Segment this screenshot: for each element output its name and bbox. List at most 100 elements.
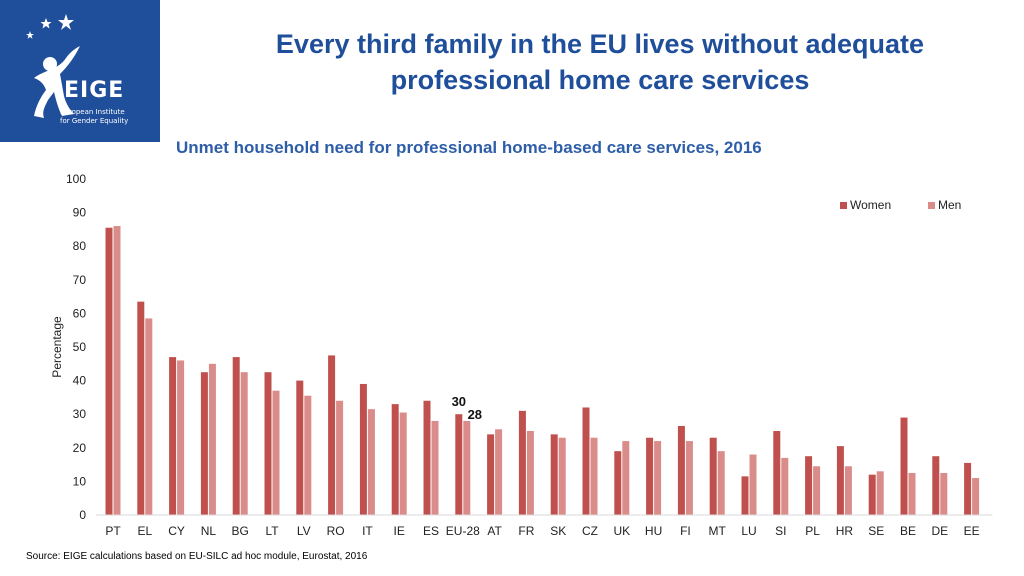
bar-men-be: [908, 473, 916, 515]
y-tick-label: 90: [73, 206, 87, 220]
x-tick-label: RO: [327, 524, 345, 538]
y-tick-label: 30: [73, 407, 87, 421]
x-tick-label: ES: [423, 524, 439, 538]
x-tick-label: LV: [297, 524, 311, 538]
x-tick-label: FI: [680, 524, 691, 538]
bar-women-lv: [296, 380, 304, 515]
x-tick-label: IT: [362, 524, 373, 538]
x-tick-label: CY: [168, 524, 185, 538]
bar-men-bg: [240, 372, 248, 515]
bar-men-fi: [685, 441, 693, 515]
bar-men-de: [940, 473, 948, 515]
bar-women-hr: [836, 446, 844, 515]
x-tick-label: FR: [518, 524, 534, 538]
legend-label-women: Women: [850, 198, 891, 212]
bar-women-ie: [391, 404, 399, 515]
x-tick-label: IE: [394, 524, 405, 538]
bar-men-pt: [113, 226, 121, 515]
bar-men-lu: [749, 454, 757, 515]
page-title: Every third family in the EU lives witho…: [180, 26, 1020, 98]
y-tick-label: 70: [73, 273, 87, 287]
bar-women-cy: [169, 357, 177, 515]
bar-men-nl: [208, 363, 216, 515]
bar-women-be: [900, 417, 908, 515]
bar-men-uk: [622, 441, 630, 515]
y-tick-label: 60: [73, 306, 87, 320]
bar-women-uk: [614, 451, 622, 515]
bar-men-hr: [844, 466, 852, 515]
chart-title: Unmet household need for professional ho…: [176, 138, 762, 157]
bar-women-ro: [328, 355, 336, 515]
data-label: 28: [468, 407, 482, 422]
bar-women-ee: [964, 462, 972, 515]
x-tick-label: UK: [613, 524, 630, 538]
bar-men-cz: [590, 437, 598, 515]
x-tick-label: LT: [265, 524, 279, 538]
page-title-line-2: professional home care services: [390, 65, 810, 95]
bar-men-at: [495, 429, 503, 515]
x-tick-label: DE: [931, 524, 948, 538]
x-tick-label: AT: [487, 524, 502, 538]
bar-women-hu: [646, 437, 654, 515]
bar-men-mt: [717, 451, 725, 515]
bar-women-bg: [232, 357, 240, 515]
bar-women-cz: [582, 407, 590, 515]
bar-men-hu: [654, 441, 662, 515]
bar-men-ee: [972, 478, 980, 515]
bar-men-lv: [304, 395, 312, 515]
bar-women-se: [868, 474, 876, 515]
bar-women-pt: [105, 227, 113, 515]
bar-women-at: [487, 434, 495, 515]
bar-women-it: [359, 383, 367, 515]
x-tick-label: SI: [775, 524, 786, 538]
y-tick-label: 40: [73, 374, 87, 388]
x-tick-label: SE: [868, 524, 884, 538]
bar-men-fr: [526, 431, 534, 515]
x-tick-label: SK: [550, 524, 566, 538]
bar-men-pl: [813, 466, 821, 515]
y-tick-label: 10: [73, 474, 87, 488]
y-axis-label: Percentage: [50, 316, 64, 378]
x-tick-label: MT: [709, 524, 727, 538]
bar-men-it: [367, 409, 375, 515]
source-note: Source: EIGE calculations based on EU-SI…: [26, 551, 368, 562]
bar-women-de: [932, 456, 940, 515]
logo-line-2: for Gender Equality: [60, 117, 129, 125]
x-tick-label: EU-28: [446, 524, 480, 538]
legend-swatch-men: [928, 202, 935, 209]
bar-men-el: [145, 318, 153, 515]
bar-men-ro: [336, 400, 344, 515]
bar-women-es: [423, 400, 431, 515]
bar-men-ie: [399, 412, 407, 515]
eige-logo: EIGE European Institute for Gender Equal…: [0, 0, 160, 142]
y-tick-label: 50: [73, 340, 87, 354]
x-tick-label: NL: [201, 524, 217, 538]
bar-women-nl: [200, 372, 208, 515]
bar-women-el: [137, 301, 145, 515]
x-tick-label: BE: [900, 524, 916, 538]
y-tick-label: 80: [73, 239, 87, 253]
y-tick-label: 20: [73, 441, 87, 455]
bar-men-cy: [177, 360, 185, 515]
bar-chart: 0 10 20 30 40 50 60 70 80 90 100 Percentage PT EL CY NL…: [50, 172, 993, 538]
x-tick-label: EE: [964, 524, 980, 538]
x-tick-label: LU: [741, 524, 756, 538]
eige-figure-stars-logo-icon: [26, 14, 80, 118]
bar-women-sk: [550, 434, 558, 515]
logo-line-1: European Institute: [60, 108, 125, 116]
x-tick-label: HR: [836, 524, 854, 538]
bar-men-si: [781, 457, 789, 515]
x-tick-label: CZ: [582, 524, 598, 538]
x-tick-label: EL: [137, 524, 152, 538]
x-tick-label: HU: [645, 524, 662, 538]
bar-women-fi: [677, 425, 685, 515]
x-tick-label: BG: [232, 524, 249, 538]
y-tick-label: 0: [79, 508, 86, 522]
logo-wordmark: EIGE: [64, 78, 125, 103]
bar-men-es: [431, 420, 439, 515]
x-tick-label: PT: [105, 524, 121, 538]
bar-women-lu: [741, 476, 749, 515]
page-title-line-1: Every third family in the EU lives witho…: [275, 29, 925, 59]
bar-men-sk: [558, 437, 566, 515]
bar-women-pl: [805, 456, 813, 515]
